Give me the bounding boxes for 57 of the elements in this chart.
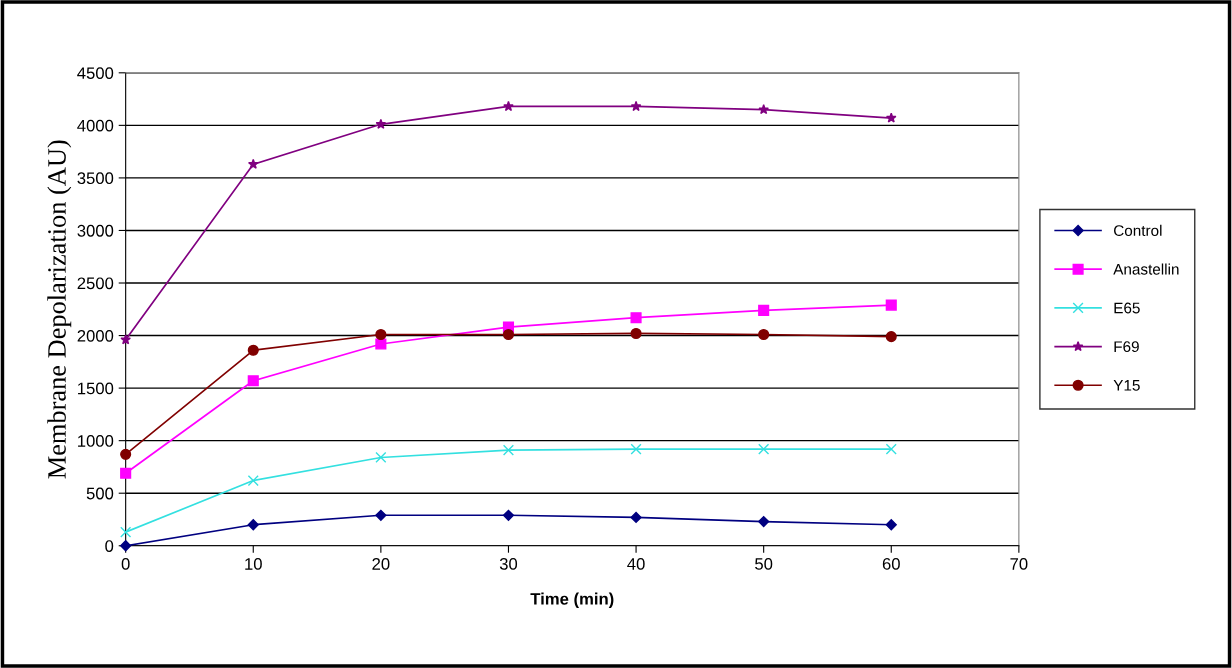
point [502, 328, 515, 341]
x-tick-label: 0 [121, 558, 130, 570]
point [247, 158, 259, 169]
point [758, 443, 770, 455]
point [247, 344, 259, 356]
point [375, 118, 387, 129]
y-axis-title: Membrane Depolarization (AU) [47, 140, 72, 479]
point [630, 443, 642, 455]
legend-label: Control [1114, 224, 1162, 237]
point [375, 338, 387, 350]
point [630, 312, 642, 324]
point [120, 467, 132, 479]
legend-label: E65 [1114, 302, 1140, 314]
legend-label: F69 [1114, 341, 1139, 353]
legend-label: Y15 [1113, 380, 1140, 391]
x-axis-title: Time (min) [530, 592, 614, 609]
legend-label: Anastellin [1113, 263, 1179, 275]
point [120, 448, 132, 460]
point [247, 375, 259, 387]
point [630, 100, 642, 112]
point [758, 104, 769, 115]
point [885, 443, 897, 455]
x-tick-label: 30 [499, 558, 518, 570]
x-tick-label: 20 [372, 558, 390, 570]
x-tick-label: 10 [245, 558, 262, 570]
y-tick-label: 2500 [77, 277, 114, 290]
point [247, 475, 259, 487]
point [885, 112, 897, 123]
point [120, 526, 132, 538]
point [885, 331, 897, 343]
x-tick-label: 70 [1010, 558, 1028, 570]
y-tick-label: 1000 [78, 435, 114, 447]
point [502, 509, 515, 521]
y-tick-label: 0 [105, 540, 114, 552]
point [375, 328, 387, 341]
point [758, 515, 770, 528]
point [375, 451, 387, 464]
y-tick-label: 3000 [77, 224, 114, 237]
point [885, 519, 897, 531]
x-tick-label: 50 [755, 558, 773, 570]
point [758, 304, 770, 316]
point [502, 444, 515, 456]
point [885, 299, 897, 311]
y-tick-label: 2000 [77, 329, 114, 342]
y-tick-label: 3500 [77, 172, 114, 185]
point [630, 327, 642, 340]
point [375, 509, 387, 521]
x-tick-label: 40 [627, 558, 645, 570]
y-tick-label: 500 [86, 487, 114, 500]
point [758, 328, 770, 341]
x-tick-label: 60 [882, 558, 900, 570]
y-tick-label: 4000 [77, 119, 114, 132]
point [503, 100, 514, 112]
y-tick-label: 4500 [77, 67, 114, 80]
point [247, 519, 259, 531]
point [630, 511, 642, 523]
y-tick-label: 1500 [78, 382, 114, 395]
